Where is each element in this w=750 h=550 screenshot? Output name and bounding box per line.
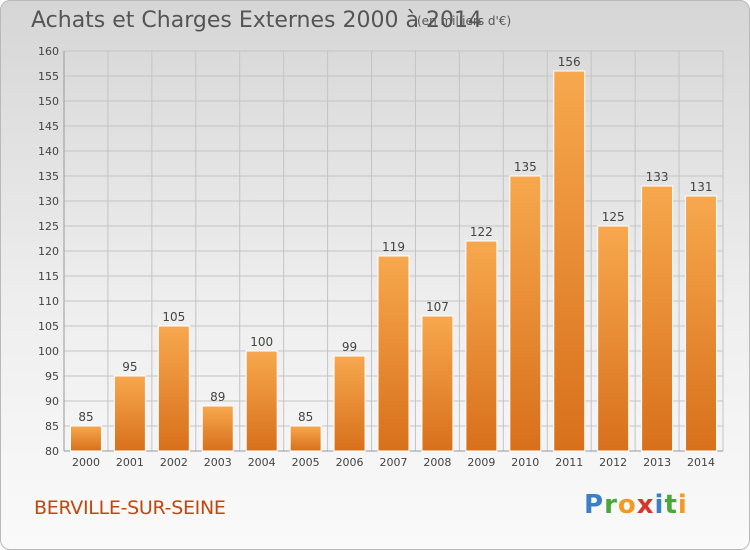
y-tick-label: 155 bbox=[38, 70, 59, 83]
x-tick-label: 2007 bbox=[380, 456, 408, 469]
chart-subtitle: (en milliers d'€) bbox=[417, 14, 512, 28]
x-tick-label: 2009 bbox=[467, 456, 495, 469]
bar-2004 bbox=[245, 350, 278, 452]
bar-2002 bbox=[157, 325, 190, 452]
bar-2010 bbox=[509, 175, 542, 452]
bar-2001 bbox=[113, 375, 146, 452]
data-label: 107 bbox=[426, 300, 449, 314]
data-label: 95 bbox=[122, 360, 137, 374]
logo-letter: P bbox=[584, 490, 605, 520]
chart-title: Achats et Charges Externes 2000 à 2014 bbox=[31, 8, 482, 33]
data-label: 85 bbox=[298, 410, 313, 424]
x-tick-label: 2005 bbox=[292, 456, 320, 469]
y-tick-label: 95 bbox=[45, 370, 59, 383]
data-label: 131 bbox=[690, 180, 713, 194]
data-label: 135 bbox=[514, 160, 537, 174]
data-label: 89 bbox=[210, 390, 225, 404]
bar-2008 bbox=[421, 315, 454, 452]
bar-2012 bbox=[597, 225, 630, 452]
bar-2014 bbox=[685, 195, 718, 452]
data-label: 85 bbox=[78, 410, 93, 424]
x-tick-label: 2004 bbox=[248, 456, 276, 469]
proxiti-logo: Proxiti bbox=[584, 490, 688, 520]
y-tick-label: 105 bbox=[38, 320, 59, 333]
x-tick-label: 2002 bbox=[160, 456, 188, 469]
bar-2013 bbox=[641, 185, 674, 452]
x-tick-label: 2013 bbox=[643, 456, 671, 469]
y-tick-label: 115 bbox=[38, 270, 59, 283]
data-label: 122 bbox=[470, 225, 493, 239]
x-tick-label: 2000 bbox=[72, 456, 100, 469]
logo-letter: r bbox=[604, 490, 618, 520]
y-tick-label: 140 bbox=[38, 145, 59, 158]
data-label: 125 bbox=[602, 210, 625, 224]
bar-2011 bbox=[553, 70, 586, 452]
data-label: 119 bbox=[382, 240, 405, 254]
x-tick-label: 2003 bbox=[204, 456, 232, 469]
y-tick-label: 120 bbox=[38, 245, 59, 258]
data-label: 156 bbox=[558, 55, 581, 69]
x-tick-label: 2011 bbox=[555, 456, 583, 469]
data-label: 105 bbox=[162, 310, 185, 324]
logo-letter: t bbox=[664, 490, 678, 520]
data-label: 100 bbox=[250, 335, 273, 349]
x-tick-label: 2001 bbox=[116, 456, 144, 469]
x-tick-label: 2012 bbox=[599, 456, 627, 469]
y-tick-label: 130 bbox=[38, 195, 59, 208]
y-tick-label: 90 bbox=[45, 395, 59, 408]
y-tick-label: 150 bbox=[38, 95, 59, 108]
y-tick-label: 80 bbox=[45, 445, 59, 458]
x-tick-label: 2014 bbox=[687, 456, 715, 469]
bar-2009 bbox=[465, 240, 498, 452]
bar-2006 bbox=[333, 355, 366, 452]
bar-2003 bbox=[201, 405, 234, 452]
x-tick-label: 2010 bbox=[511, 456, 539, 469]
logo-letter: i bbox=[677, 490, 688, 520]
bar-2005 bbox=[289, 425, 322, 452]
commune-name: BERVILLE-SUR-SEINE bbox=[34, 497, 226, 519]
data-label: 99 bbox=[342, 340, 357, 354]
y-tick-label: 160 bbox=[38, 45, 59, 58]
x-tick-label: 2008 bbox=[423, 456, 451, 469]
bar-2000 bbox=[69, 425, 102, 452]
y-tick-label: 100 bbox=[38, 345, 59, 358]
x-tick-label: 2006 bbox=[336, 456, 364, 469]
bar-2007 bbox=[377, 255, 410, 452]
y-tick-label: 125 bbox=[38, 220, 59, 233]
logo-letter: o bbox=[617, 490, 637, 520]
y-tick-label: 110 bbox=[38, 295, 59, 308]
y-tick-label: 135 bbox=[38, 170, 59, 183]
logo-letter: x bbox=[636, 490, 655, 520]
logo-letter: i bbox=[654, 490, 665, 520]
data-label: 133 bbox=[646, 170, 669, 184]
y-tick-label: 145 bbox=[38, 120, 59, 133]
y-tick-label: 85 bbox=[45, 420, 59, 433]
